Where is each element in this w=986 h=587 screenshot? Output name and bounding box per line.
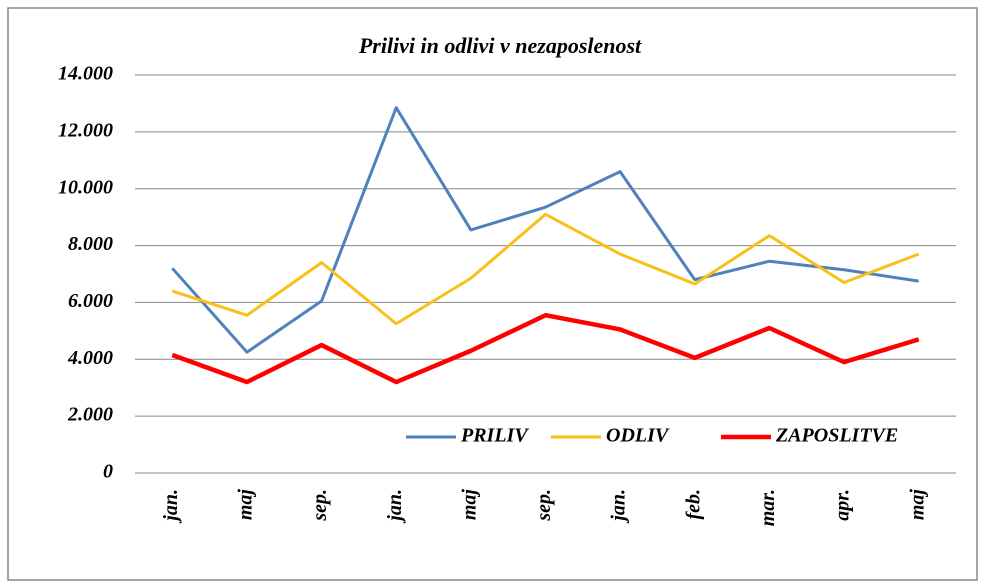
y-tick-label: 12.000 (58, 119, 113, 141)
legend-label: PRILIV (460, 425, 529, 447)
y-tick-label: 8.000 (68, 233, 113, 255)
x-tick-label: mar. (757, 489, 779, 526)
x-tick-label: sep. (309, 489, 331, 522)
legend-label: ZAPOSLITVE (775, 425, 898, 447)
x-tick-label: sep. (533, 489, 555, 522)
series-line (171, 212, 920, 326)
y-tick-label: 6.000 (68, 290, 113, 312)
x-tick-label: maj (235, 489, 257, 521)
y-tick-label: 10.000 (58, 176, 113, 198)
legend-label: ODLIV (606, 425, 670, 447)
chart-border (7, 7, 978, 581)
series-line (171, 106, 919, 354)
x-tick-label: maj (906, 489, 928, 521)
x-tick-label: maj (458, 489, 480, 521)
y-tick-label: 2.000 (67, 404, 113, 426)
y-tick-label: 0 (103, 461, 113, 483)
chart-title: Prilivi in odlivi v nezaposlenost (358, 33, 642, 58)
x-tick-label: apr. (832, 489, 854, 521)
x-tick-label: feb. (682, 489, 704, 520)
x-tick-label: jan. (384, 489, 406, 524)
series-line (171, 312, 920, 385)
y-tick-label: 14.000 (58, 63, 113, 85)
y-tick-label: 4.000 (67, 347, 113, 369)
x-tick-label: jan. (160, 489, 182, 524)
x-tick-label: jan. (608, 489, 630, 524)
